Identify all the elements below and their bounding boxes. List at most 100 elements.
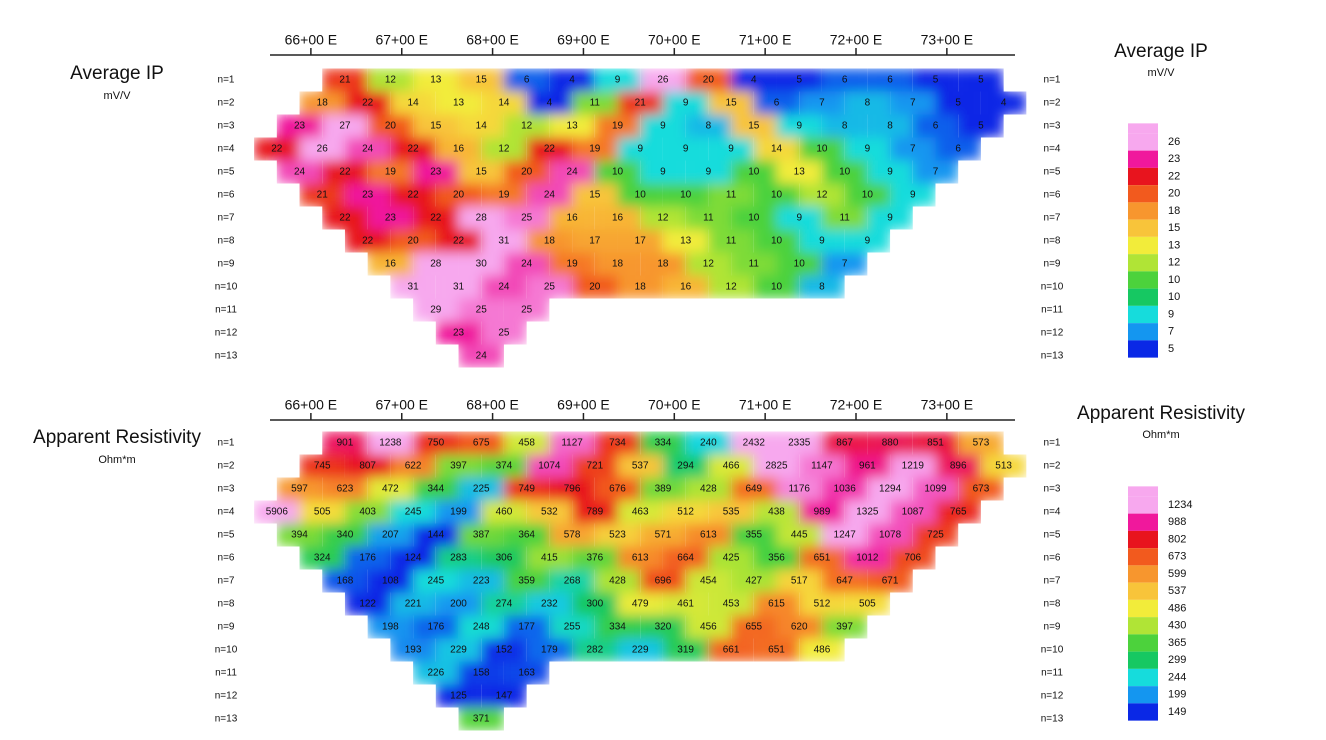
cell (367, 615, 414, 639)
cell (435, 500, 482, 524)
cell (617, 546, 663, 570)
cell (662, 638, 709, 662)
cell (776, 477, 822, 501)
value-label: 1325 (856, 507, 879, 518)
value-label: 661 (723, 645, 740, 656)
value-label: 867 (836, 438, 853, 449)
row-label: n=6 (218, 190, 235, 201)
value-label: 675 (473, 438, 490, 449)
value-label: 6 (955, 144, 961, 155)
cell (867, 206, 913, 230)
value-label: 387 (473, 530, 490, 541)
color-swatch (1128, 133, 1158, 151)
value-label: 22 (544, 144, 556, 155)
row-label: n=1 (218, 75, 235, 86)
value-label: 655 (745, 622, 762, 633)
row-label: n=2 (1044, 98, 1061, 109)
value-label: 10 (862, 190, 874, 201)
cell (458, 707, 504, 731)
cell (390, 91, 436, 115)
cell (390, 592, 436, 616)
row-label: n=3 (218, 484, 235, 495)
x-tick-label: 68+00 E (466, 397, 519, 413)
cell (435, 229, 482, 253)
value-label: 9 (660, 167, 666, 178)
cell (254, 137, 300, 161)
cell (958, 68, 1004, 92)
cell (731, 206, 777, 230)
cell (367, 160, 414, 184)
cell (617, 91, 663, 115)
cell (458, 523, 504, 547)
value-label: 10 (816, 144, 828, 155)
color-swatch (1128, 288, 1158, 306)
cell (322, 160, 368, 184)
value-label: 20 (521, 167, 533, 178)
value-label: 31 (498, 236, 510, 247)
row-label: n=3 (1044, 121, 1061, 132)
value-label: 1074 (538, 461, 561, 472)
value-label: 13 (794, 167, 806, 178)
value-label: 371 (473, 714, 490, 725)
cell (276, 114, 323, 138)
value-label: 5 (978, 75, 984, 86)
value-label: 6 (774, 98, 780, 109)
cell (367, 523, 414, 547)
row-label: n=5 (218, 530, 235, 541)
cell (731, 431, 777, 455)
cell (390, 137, 436, 161)
cell (276, 160, 323, 184)
value-label: 479 (632, 599, 649, 610)
value-label: 124 (405, 553, 422, 564)
value-label: 13 (567, 121, 579, 132)
cell (912, 114, 959, 138)
value-label: 179 (541, 645, 558, 656)
value-label: 176 (427, 622, 444, 633)
value-label: 176 (359, 553, 376, 564)
row-label: n=4 (1044, 507, 1061, 518)
cell (526, 183, 573, 207)
value-label: 9 (706, 167, 712, 178)
value-label: 344 (427, 484, 444, 495)
value-label: 18 (657, 259, 669, 270)
color-swatch (1128, 617, 1158, 635)
row-label: n=11 (215, 668, 237, 679)
value-label: 427 (745, 576, 762, 587)
value-label: 282 (586, 645, 603, 656)
cell (526, 454, 573, 478)
row-label: n=12 (215, 328, 238, 339)
color-label: 10 (1168, 291, 1180, 303)
cell (503, 477, 550, 501)
value-label: 7 (910, 144, 916, 155)
cell (753, 91, 800, 115)
value-label: 9 (683, 98, 689, 109)
color-bar: 1234 988 802 673 599 537 486 430 365 299 244 199 149 (1128, 486, 1192, 721)
value-label: 25 (476, 305, 488, 316)
cell (799, 137, 845, 161)
cell (776, 68, 822, 92)
x-tick-label: 73+00 E (921, 32, 974, 48)
cell (413, 431, 459, 455)
value-label: 571 (655, 530, 672, 541)
cell (890, 183, 936, 207)
value-label: 1294 (879, 484, 902, 495)
value-label: 454 (700, 576, 717, 587)
row-label: n=8 (218, 236, 235, 247)
cell (299, 183, 345, 207)
cell (526, 500, 573, 524)
value-label: 578 (564, 530, 581, 541)
value-label: 4 (1001, 98, 1007, 109)
x-tick-label: 70+00 E (648, 32, 701, 48)
cell (344, 91, 391, 115)
cell (390, 229, 436, 253)
cell (276, 477, 323, 501)
color-label: 15 (1168, 222, 1180, 234)
value-label: 376 (586, 553, 603, 564)
value-label: 1219 (902, 461, 925, 472)
value-label: 1099 (924, 484, 947, 495)
cell (617, 137, 663, 161)
row-label: n=2 (218, 461, 235, 472)
value-label: 445 (791, 530, 808, 541)
value-label: 24 (521, 259, 533, 270)
cell (322, 569, 368, 593)
